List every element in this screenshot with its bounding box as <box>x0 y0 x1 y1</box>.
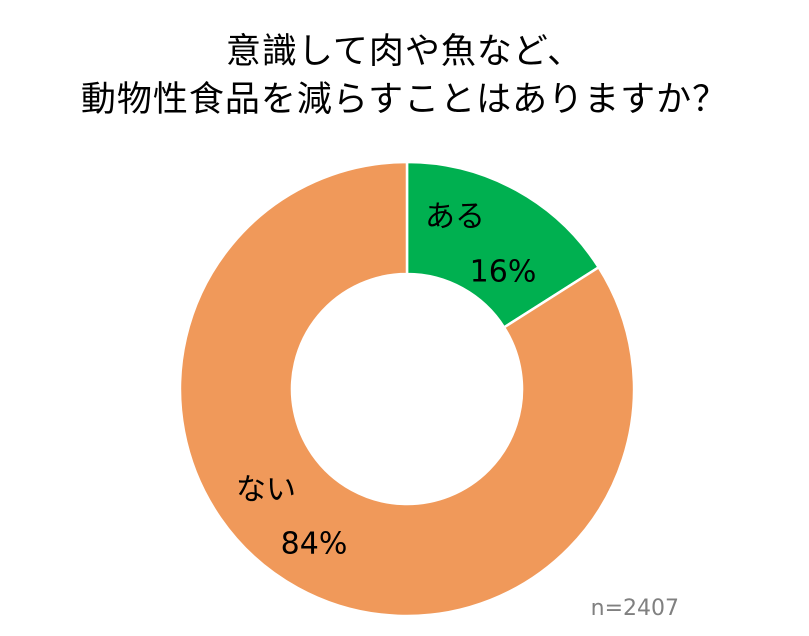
donut-labels: ある 16% ない 84% <box>236 200 536 562</box>
chart-title: 意識して肉や魚など、 動物性食品を減らすことはありますか？ <box>0 28 809 124</box>
chart-title-line-2: 動物性食品を減らすことはありますか？ <box>80 80 729 120</box>
chart-title-line-1: 意識して肉や魚など、 <box>225 32 584 72</box>
donut-slice-2 <box>178 160 636 618</box>
slice-value-label-2: 84% <box>281 527 348 562</box>
donut-slice-1 <box>405 160 601 330</box>
slice-category-label-2: ない <box>236 473 296 508</box>
slice-value-label-1: 16% <box>470 255 537 290</box>
slice-category-label-1: ある <box>425 200 485 235</box>
sample-size-note: n=2407 <box>590 596 679 621</box>
donut-slices <box>178 160 636 618</box>
